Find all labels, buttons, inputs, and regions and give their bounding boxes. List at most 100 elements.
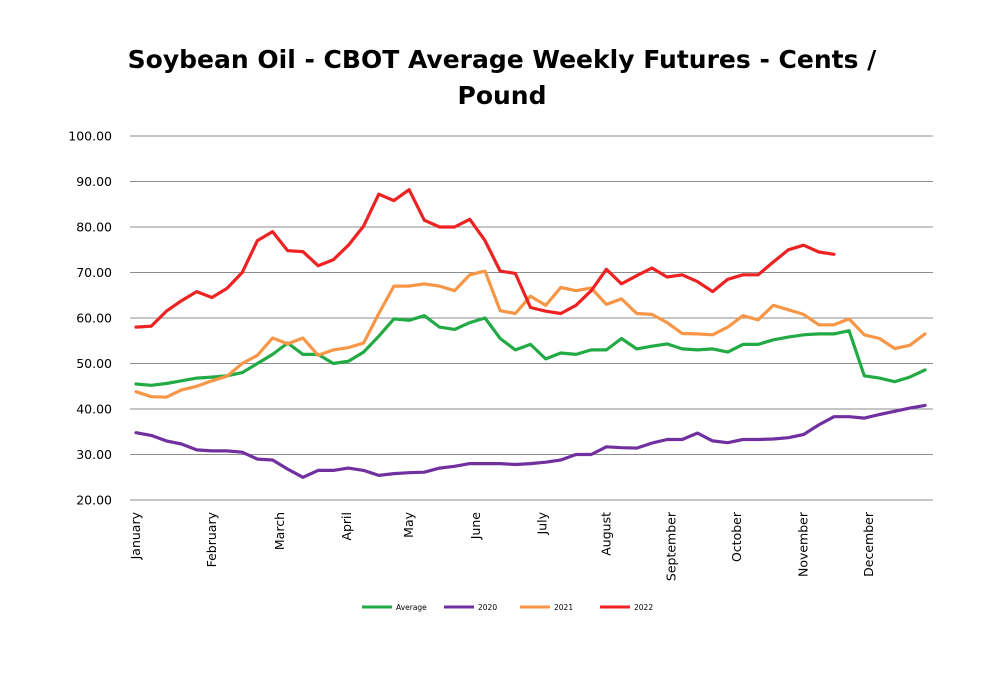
y-tick-label: 30.00 — [76, 447, 112, 462]
data-point — [863, 334, 866, 336]
data-point — [226, 450, 228, 452]
data-point — [347, 360, 350, 363]
x-tick-label: May — [401, 511, 416, 537]
data-point — [256, 458, 259, 460]
data-point — [651, 442, 653, 444]
x-tick-label: September — [664, 511, 679, 581]
legend-label: Average — [396, 603, 427, 612]
data-point — [681, 348, 683, 350]
y-axis-ticks: 20.00 30.00 40.00 50.00 60.00 70.00 80.00 90.00… — [68, 129, 112, 508]
y-tick-label: 20.00 — [76, 493, 112, 508]
data-point — [332, 362, 335, 365]
data-point — [802, 433, 805, 436]
data-point — [469, 462, 471, 465]
data-point — [878, 337, 881, 340]
data-point — [165, 382, 168, 385]
data-point — [878, 413, 881, 416]
data-point — [605, 268, 608, 271]
data-point — [635, 348, 638, 350]
data-point — [423, 283, 426, 285]
data-point — [302, 476, 304, 479]
data-point — [347, 244, 350, 246]
x-tick-label: December — [861, 511, 876, 577]
data-point — [256, 362, 259, 365]
series-2021 — [134, 269, 927, 399]
data-point — [438, 467, 441, 469]
data-point — [893, 410, 896, 413]
data-point — [757, 438, 759, 441]
data-point — [150, 395, 152, 398]
data-point — [408, 319, 410, 322]
data-point — [469, 321, 471, 324]
data-point — [787, 249, 790, 251]
data-point — [499, 309, 502, 312]
y-tick-label: 90.00 — [76, 174, 112, 189]
data-point — [332, 469, 335, 472]
data-point — [560, 286, 562, 289]
data-point — [302, 250, 304, 253]
data-point — [271, 230, 274, 233]
data-point — [514, 349, 517, 351]
data-point — [651, 267, 653, 269]
data-point — [453, 465, 456, 468]
y-tick-label: 50.00 — [76, 356, 112, 371]
series-2020 — [134, 403, 927, 479]
legend-item: 2020 — [444, 603, 497, 612]
data-point — [453, 226, 456, 228]
data-point — [742, 343, 744, 346]
data-point — [408, 285, 410, 287]
data-point — [818, 324, 820, 326]
data-point — [742, 314, 744, 317]
data-point — [742, 274, 744, 276]
data-point — [180, 389, 183, 391]
data-point — [317, 264, 319, 267]
data-point — [484, 270, 486, 272]
data-point — [863, 417, 866, 419]
data-point — [302, 353, 304, 356]
data-point — [423, 471, 426, 474]
series-2022 — [134, 188, 836, 329]
data-point — [666, 438, 668, 441]
x-tick-label: August — [598, 512, 613, 556]
data-point — [438, 326, 441, 328]
y-tick-label: 80.00 — [76, 220, 112, 235]
data-point — [924, 333, 926, 335]
data-point — [256, 354, 259, 357]
data-point — [347, 467, 350, 469]
data-point — [378, 335, 380, 338]
data-point — [453, 289, 456, 292]
data-point — [453, 328, 456, 331]
data-point — [575, 289, 577, 292]
data-point — [362, 342, 365, 344]
data-point — [711, 334, 714, 336]
data-point — [787, 336, 790, 338]
data-point — [711, 440, 714, 442]
data-point — [165, 310, 168, 313]
data-point — [681, 274, 683, 276]
data-point — [772, 339, 775, 341]
legend-label: 2021 — [554, 603, 573, 612]
series-lines — [134, 188, 927, 479]
data-point — [772, 438, 775, 440]
data-point — [393, 285, 395, 287]
data-point — [438, 285, 441, 287]
data-point — [909, 344, 911, 347]
data-point — [211, 376, 213, 378]
data-point — [772, 261, 775, 263]
series-line — [134, 314, 927, 387]
data-point — [514, 463, 517, 466]
x-tick-label: October — [729, 511, 744, 562]
data-point — [635, 312, 638, 315]
data-point — [757, 319, 759, 321]
data-point — [696, 333, 699, 335]
data-point — [863, 375, 866, 377]
data-point — [727, 351, 729, 353]
data-point — [833, 333, 835, 335]
data-point — [317, 469, 319, 472]
data-point — [544, 358, 547, 360]
data-point — [514, 312, 517, 315]
data-point — [180, 380, 183, 382]
data-point — [620, 298, 623, 300]
data-point — [378, 312, 380, 315]
data-point — [362, 225, 365, 227]
